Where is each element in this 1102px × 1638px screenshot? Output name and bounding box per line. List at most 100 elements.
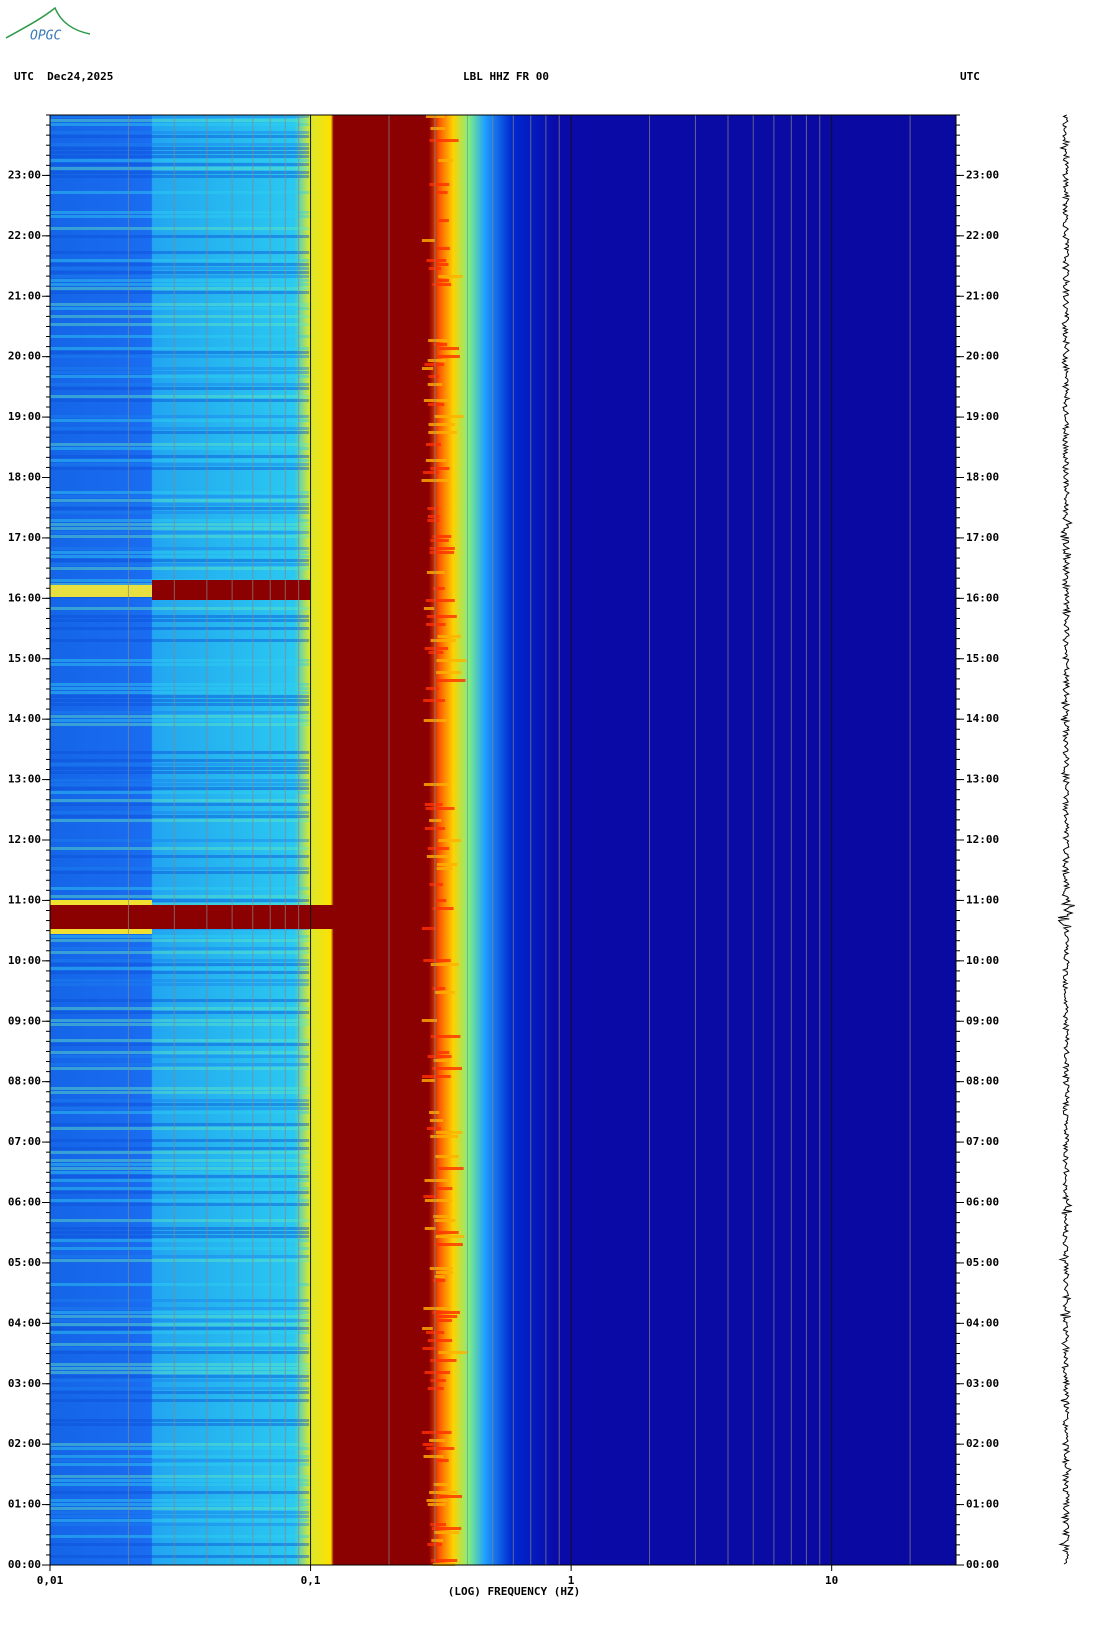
stripe — [435, 899, 447, 902]
stripe — [50, 1315, 310, 1318]
stripe — [438, 219, 449, 222]
y-tick-label: 10:00 — [8, 954, 41, 967]
y-tick-label: 23:00 — [8, 168, 41, 181]
stripe — [50, 703, 310, 706]
stripe — [438, 1319, 452, 1322]
stripe — [50, 383, 310, 386]
stripe — [50, 1019, 310, 1022]
stripe — [50, 1379, 310, 1382]
stripe — [430, 1035, 461, 1038]
stripe — [50, 663, 310, 666]
stripe — [424, 1371, 451, 1374]
stripe — [433, 1059, 448, 1062]
stripe — [429, 1439, 446, 1442]
stripe — [50, 935, 310, 938]
stripe — [424, 803, 443, 806]
stripe — [431, 1539, 444, 1542]
stripe — [50, 1151, 310, 1154]
stripe — [432, 587, 445, 590]
stripe — [50, 767, 310, 770]
stripe — [50, 839, 310, 842]
stripe — [50, 771, 310, 774]
y-tick-label: 02:00 — [966, 1437, 999, 1450]
stripe — [50, 1343, 310, 1346]
stripe — [428, 651, 444, 654]
stripe — [50, 283, 310, 286]
stripe — [50, 1475, 310, 1478]
stripe — [430, 467, 450, 470]
stripe — [50, 683, 310, 686]
stripe — [432, 987, 446, 990]
stripe — [436, 867, 453, 870]
stripe — [430, 1559, 458, 1562]
stripe — [430, 1359, 457, 1362]
stripe — [50, 659, 310, 662]
stripe — [429, 551, 455, 554]
stripe — [50, 1503, 310, 1506]
stripe — [423, 1455, 444, 1458]
stripe — [50, 507, 310, 510]
stripe — [426, 615, 457, 618]
stripe — [50, 267, 310, 270]
stripe — [50, 259, 310, 262]
stripe — [435, 1235, 465, 1238]
stripe — [428, 339, 448, 342]
stripe — [50, 715, 310, 718]
stripe — [50, 723, 310, 726]
stripe — [436, 863, 458, 866]
stripe — [426, 259, 447, 262]
y-tick-label: 21:00 — [966, 289, 999, 302]
stripe — [423, 1195, 437, 1198]
y-tick-label: 07:00 — [966, 1135, 999, 1148]
stripe — [50, 1311, 310, 1314]
stripe — [434, 991, 455, 994]
stripe — [50, 711, 310, 714]
stripe — [50, 415, 310, 418]
stripe — [50, 123, 310, 126]
stripe — [50, 563, 310, 566]
y-tick-label: 13:00 — [966, 773, 999, 786]
stripe — [424, 363, 445, 366]
stripe — [50, 1515, 310, 1518]
stripe — [50, 811, 310, 814]
stripe — [50, 1043, 310, 1046]
stripe — [50, 491, 310, 494]
stripe — [422, 1347, 437, 1350]
x-tick-label: 10 — [825, 1574, 838, 1587]
y-tick-label: 11:00 — [8, 893, 41, 906]
stripe — [438, 1351, 468, 1354]
stripe — [50, 983, 310, 986]
stripe — [436, 659, 467, 662]
stripe — [437, 279, 450, 282]
stripe — [429, 1491, 458, 1494]
stripe — [426, 1447, 455, 1450]
stripe — [421, 927, 437, 930]
stripe — [428, 431, 457, 434]
stripe — [430, 127, 446, 130]
stripe — [424, 1199, 452, 1202]
stripe — [50, 151, 310, 154]
stripe — [50, 607, 310, 610]
stripe — [50, 999, 310, 1002]
y-tick-label: 14:00 — [966, 712, 999, 725]
stripe — [50, 1259, 310, 1262]
stripe — [50, 503, 310, 506]
stripe — [50, 527, 310, 530]
stripe — [424, 647, 449, 650]
stripe — [423, 399, 449, 402]
stripe — [426, 623, 446, 626]
stripe — [434, 1243, 463, 1246]
stripe — [50, 1319, 310, 1322]
y-tick-label: 08:00 — [966, 1075, 999, 1088]
stripe — [50, 495, 310, 498]
stripe — [438, 1167, 464, 1170]
stripe — [50, 1387, 310, 1390]
stripe — [50, 279, 310, 282]
stripe — [434, 1219, 456, 1222]
stripe — [50, 163, 310, 166]
stripe — [50, 1447, 310, 1450]
stripe — [50, 819, 310, 822]
spectrogram — [50, 115, 956, 1565]
stripe — [427, 1339, 453, 1342]
stripe — [50, 639, 310, 642]
